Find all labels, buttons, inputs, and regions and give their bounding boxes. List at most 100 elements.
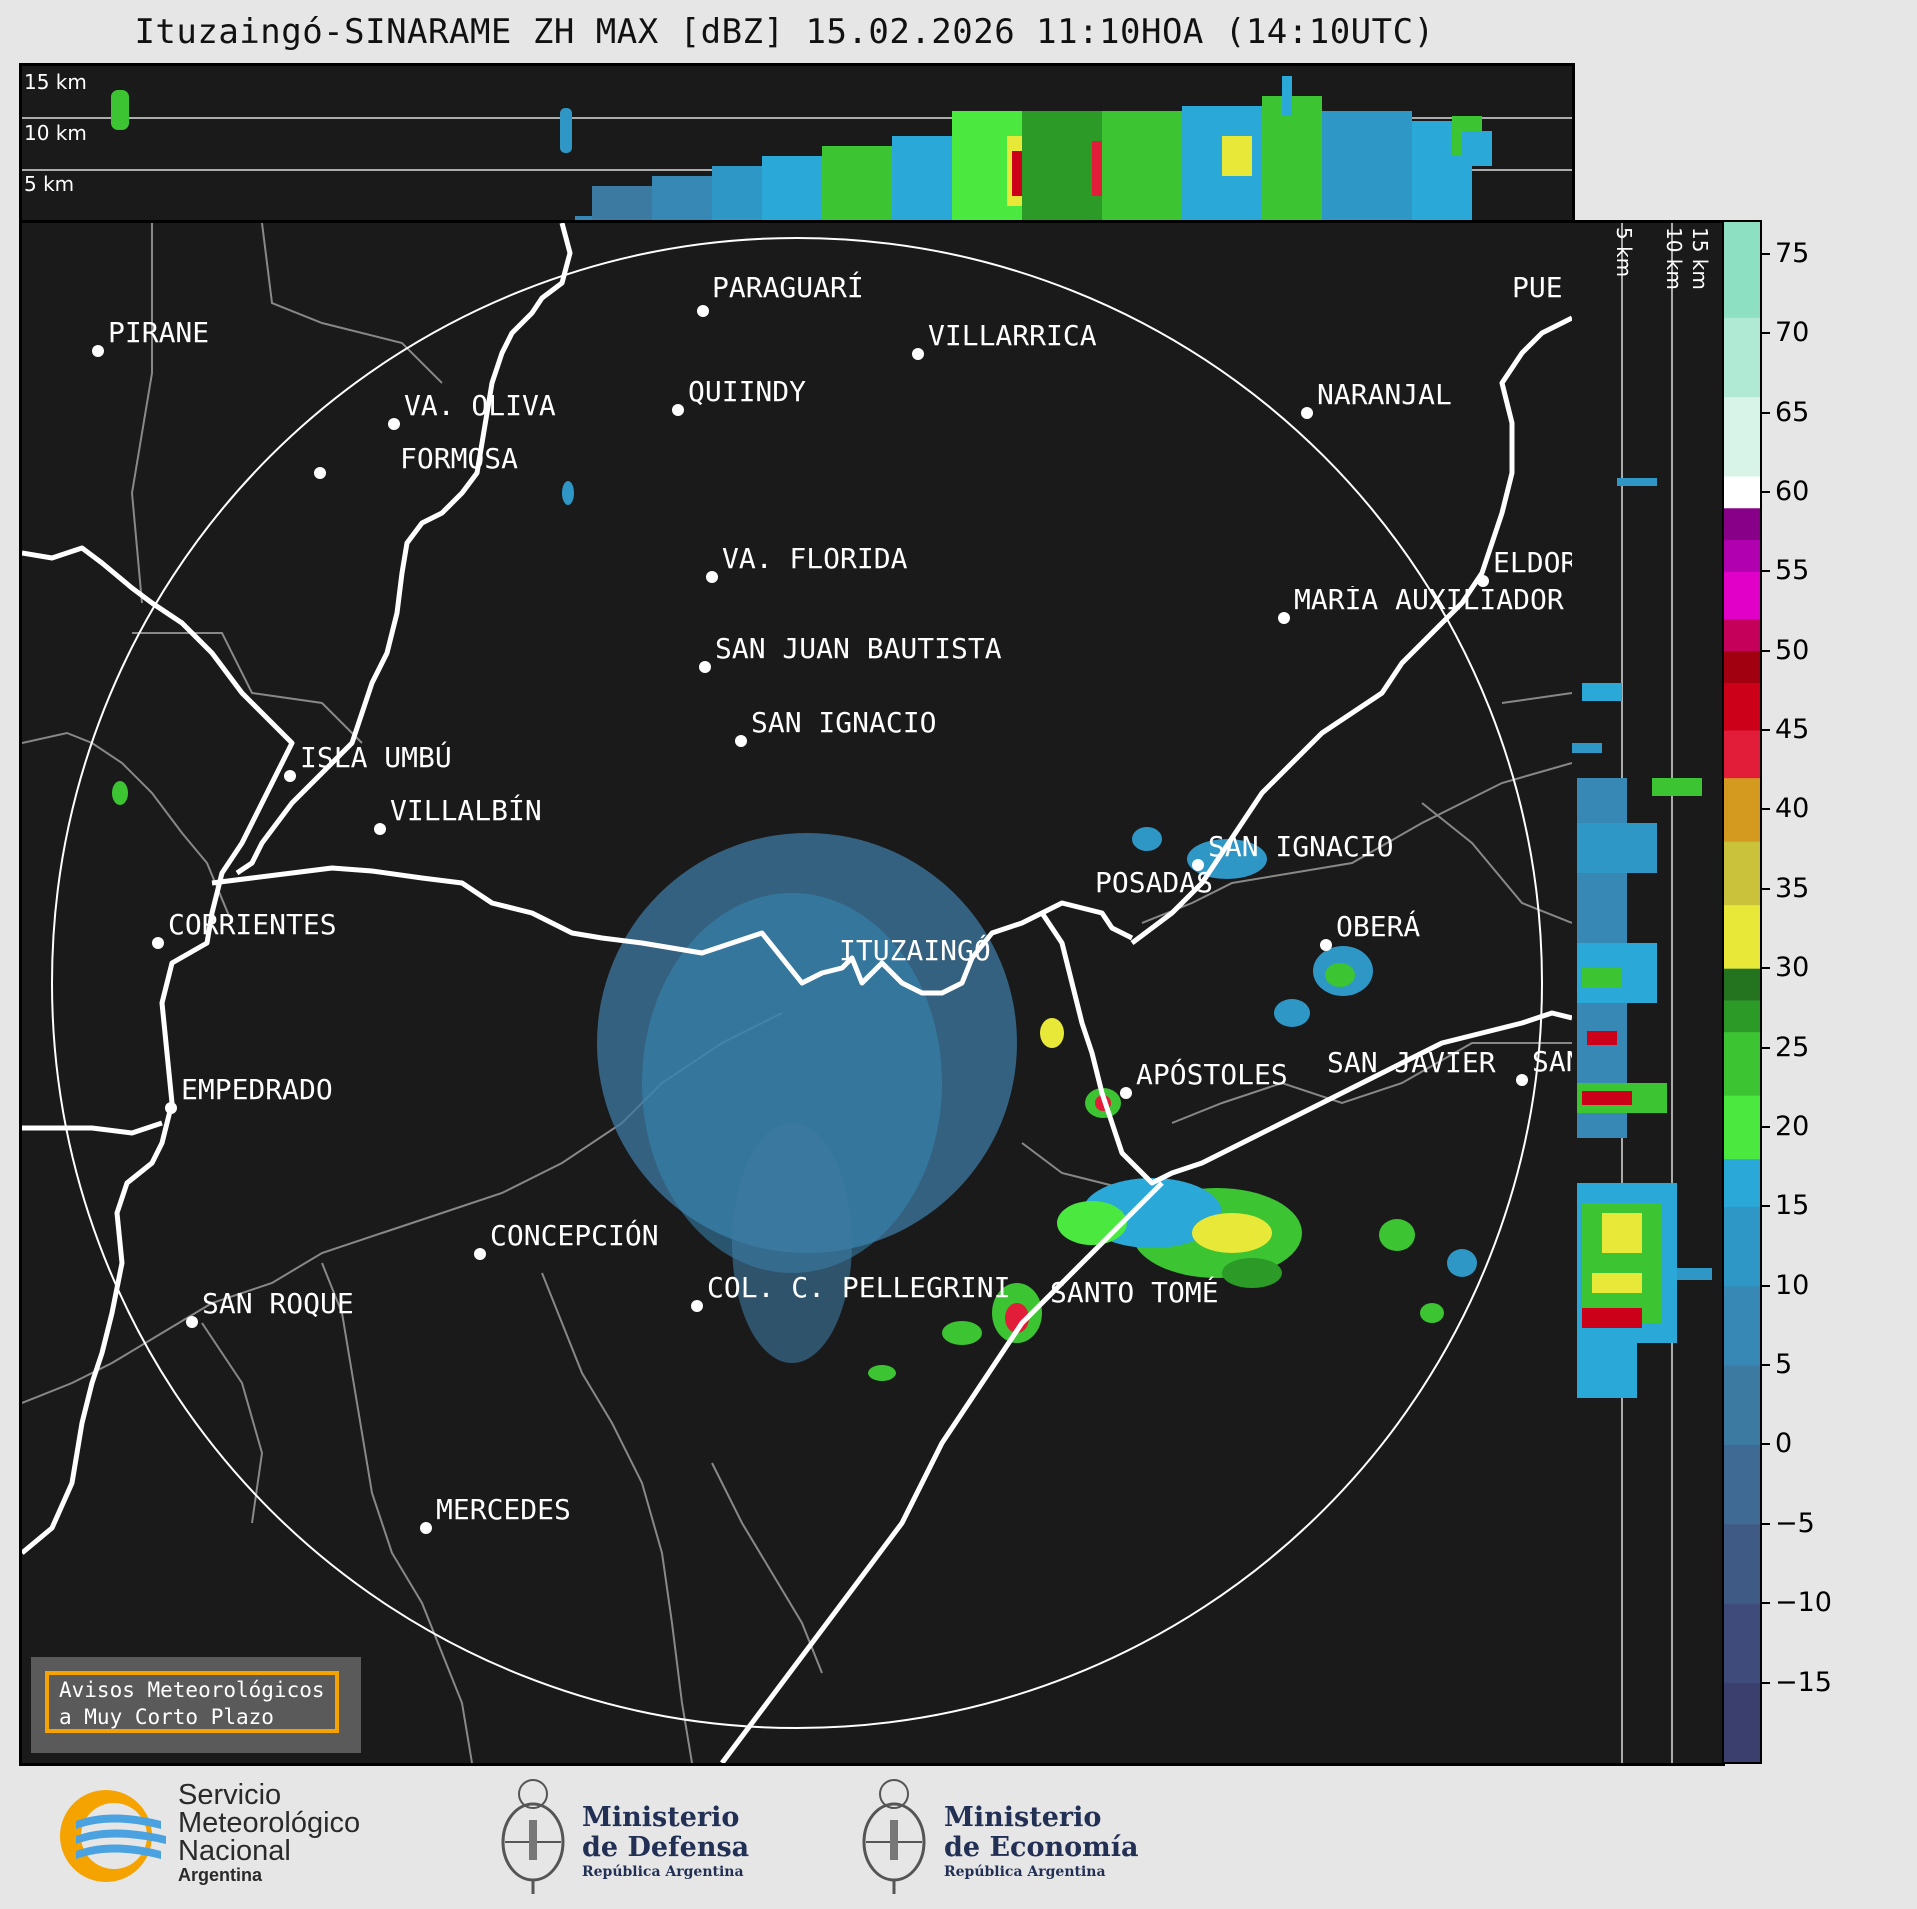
- colorbar-segment: [1724, 1031, 1760, 1096]
- storm-cell: [112, 781, 128, 805]
- colorbar-segment: [1724, 571, 1760, 620]
- coat-of-arms-icon: [862, 1779, 926, 1894]
- top-echo: [592, 186, 652, 220]
- storm-cell: [942, 1321, 982, 1345]
- economia-logo-text: Ministerio de Economía República Argenti…: [944, 1803, 1138, 1881]
- city-dot-corrientes: [152, 937, 164, 949]
- colorbar-tick: [1760, 887, 1770, 890]
- top-echo: [762, 156, 822, 220]
- colorbar-tick-label: 75: [1775, 237, 1810, 269]
- city-label: VA. OLIVA: [404, 389, 556, 422]
- storm-cell: [1447, 1249, 1477, 1277]
- colorbar-segment: [1724, 841, 1760, 906]
- city-dot-formosa: [314, 467, 326, 479]
- city-label: APÓSTOLES: [1136, 1058, 1288, 1091]
- colorbar-tick-label: 25: [1775, 1031, 1810, 1063]
- city-label: SAN JUAN BAUTISTA: [715, 632, 1002, 665]
- top-echo: [822, 146, 892, 220]
- colorbar-tick-label: −5: [1775, 1507, 1815, 1539]
- city-label: ITUZAINGÓ: [839, 934, 991, 967]
- city-dot-va-florida: [706, 571, 718, 583]
- colorbar-tick-label: 65: [1775, 396, 1810, 428]
- city-label: EMPEDRADO: [181, 1073, 333, 1106]
- city-dot-eldor: [1477, 575, 1489, 587]
- city-dot-isla-umbu: [284, 770, 296, 782]
- city-label: ISLA UMBÚ: [300, 741, 452, 774]
- province-border: [1141, 762, 1572, 924]
- colorbar-tick-label: 55: [1775, 555, 1810, 587]
- colorbar-tick: [1760, 1364, 1770, 1367]
- city-dot-empedrado: [165, 1102, 177, 1114]
- defensa-line3: República Argentina: [582, 1864, 744, 1880]
- colorbar-tick: [1760, 1205, 1770, 1208]
- side-echo: [1572, 743, 1602, 753]
- colorbar-tick: [1760, 1125, 1770, 1128]
- city-dot-san-ignacio-ar: [1192, 859, 1204, 871]
- chart-title: Ituzaingó-SINARAME ZH MAX [dBZ] 15.02.20…: [134, 12, 1435, 52]
- colorbar-tick-label: 10: [1775, 1269, 1810, 1301]
- top-echo: [1222, 136, 1252, 176]
- colorbar-segment: [1724, 618, 1760, 652]
- colorbar-tick-label: 50: [1775, 634, 1810, 666]
- city-dot-apostoles: [1120, 1087, 1132, 1099]
- colorbar-tick: [1760, 967, 1770, 970]
- province-border: [1501, 692, 1572, 704]
- colorbar-tick: [1760, 1681, 1770, 1684]
- city-label: SAN: [1532, 1048, 1572, 1076]
- city-label: SANTO TOMÉ: [1050, 1276, 1219, 1309]
- city-label: CONCEPCIÓN: [490, 1219, 659, 1252]
- economia-line3: República Argentina: [944, 1864, 1106, 1880]
- storm-cell: [1057, 1201, 1127, 1245]
- side-echo: [1577, 823, 1657, 873]
- river-paraguay-parana: [22, 545, 295, 1555]
- warnings-legend-frame: Avisos Meteorológicos a Muy Corto Plazo: [45, 1671, 339, 1733]
- top-echo: [652, 176, 712, 220]
- colorbar-segment: [1724, 650, 1760, 683]
- radar-map-svg: [22, 223, 1572, 1763]
- colorbar-tick: [1760, 570, 1770, 573]
- province-border: [1171, 1042, 1572, 1124]
- storm-cell: [1325, 963, 1355, 987]
- top-echo: [1282, 76, 1292, 116]
- top-echo: [892, 136, 952, 220]
- smn-line2: Meteorológico: [178, 1807, 361, 1839]
- colorbar-tick: [1760, 1046, 1770, 1049]
- province-border: [261, 223, 443, 384]
- radar-map[interactable]: PIRANE PARAGUARÍ VILLARRICA QUIINDY VA. …: [19, 220, 1575, 1766]
- city-label: PUE: [1512, 274, 1563, 302]
- warnings-legend-box[interactable]: Avisos Meteorológicos a Muy Corto Plazo: [31, 1657, 361, 1753]
- city-label: MARÍA AUXILIADOR: [1294, 586, 1564, 614]
- top-strip-svg: [22, 76, 1572, 220]
- city-label: OBERÁ: [1336, 910, 1421, 943]
- defensa-logo-text: Ministerio de Defensa República Argentin…: [582, 1803, 749, 1881]
- side-strip-svg: [1572, 223, 1712, 1763]
- rivers: [22, 223, 1572, 1763]
- smn-line3: Nacional: [178, 1835, 291, 1867]
- side-echo: [1582, 1091, 1632, 1105]
- city-dot-mercedes: [420, 1522, 432, 1534]
- top-echo: [1322, 111, 1412, 220]
- province-border: [541, 1272, 693, 1763]
- smn-logo: [56, 1786, 171, 1890]
- colorbar-tick-label: −10: [1775, 1587, 1832, 1619]
- river-uruguay: [1039, 911, 1572, 1186]
- colorbar-tick-label: 70: [1775, 317, 1810, 349]
- top-echo-band: [111, 76, 1492, 220]
- river-paraguay: [235, 223, 573, 876]
- top-echo: [1092, 141, 1104, 196]
- city-dot-paraguari: [697, 305, 709, 317]
- colorbar-tick: [1760, 808, 1770, 811]
- colorbar-tick: [1760, 729, 1770, 732]
- city-dot-va-oliva: [388, 418, 400, 430]
- city-label: MERCEDES: [436, 1493, 571, 1526]
- city-label: SAN ROQUE: [202, 1287, 354, 1320]
- colorbar-tick: [1760, 1522, 1770, 1525]
- colorbar-segment: [1724, 539, 1760, 572]
- storm-cell: [1192, 1213, 1272, 1253]
- colorbar-segment: [1724, 1158, 1760, 1207]
- city-label: FORMOSA: [400, 442, 519, 475]
- storm-cell: [1222, 1258, 1282, 1288]
- height-label-10km: 10 km: [24, 121, 87, 145]
- city-label: QUIINDY: [688, 375, 807, 408]
- side-echo: [1577, 1343, 1637, 1398]
